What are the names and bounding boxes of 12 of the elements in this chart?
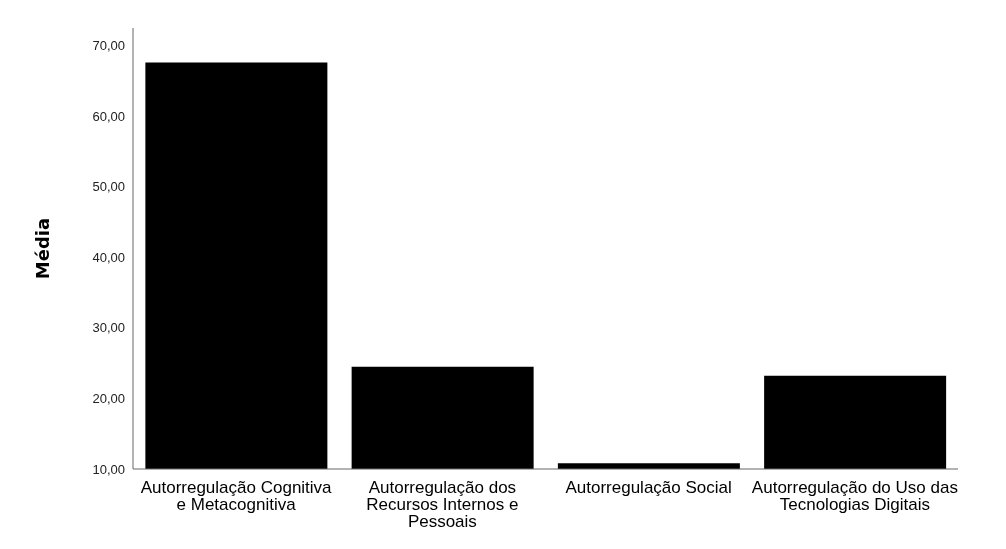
- y-tick-label: 20,00: [92, 391, 125, 407]
- y-tick-label: 40,00: [92, 249, 125, 265]
- x-tick-label: Autorregulação dos Recursos Internos e Pessoais: [366, 478, 519, 532]
- x-tick-label: Autorregulação Social: [565, 478, 732, 498]
- y-tick-label: 60,00: [92, 108, 125, 124]
- x-tick-label: Autorregulação Cognitiva e Metacognitiva: [140, 478, 333, 515]
- x-tick-label: Autorregulação do Uso das Tecnologias Digitais: [751, 478, 958, 515]
- y-axis-title: Média: [32, 217, 54, 280]
- y-tick-label: 70,00: [92, 38, 125, 54]
- y-tick-label: 50,00: [92, 179, 125, 195]
- y-tick-label: 10,00: [92, 461, 125, 477]
- y-tick-label: 30,00: [92, 320, 125, 336]
